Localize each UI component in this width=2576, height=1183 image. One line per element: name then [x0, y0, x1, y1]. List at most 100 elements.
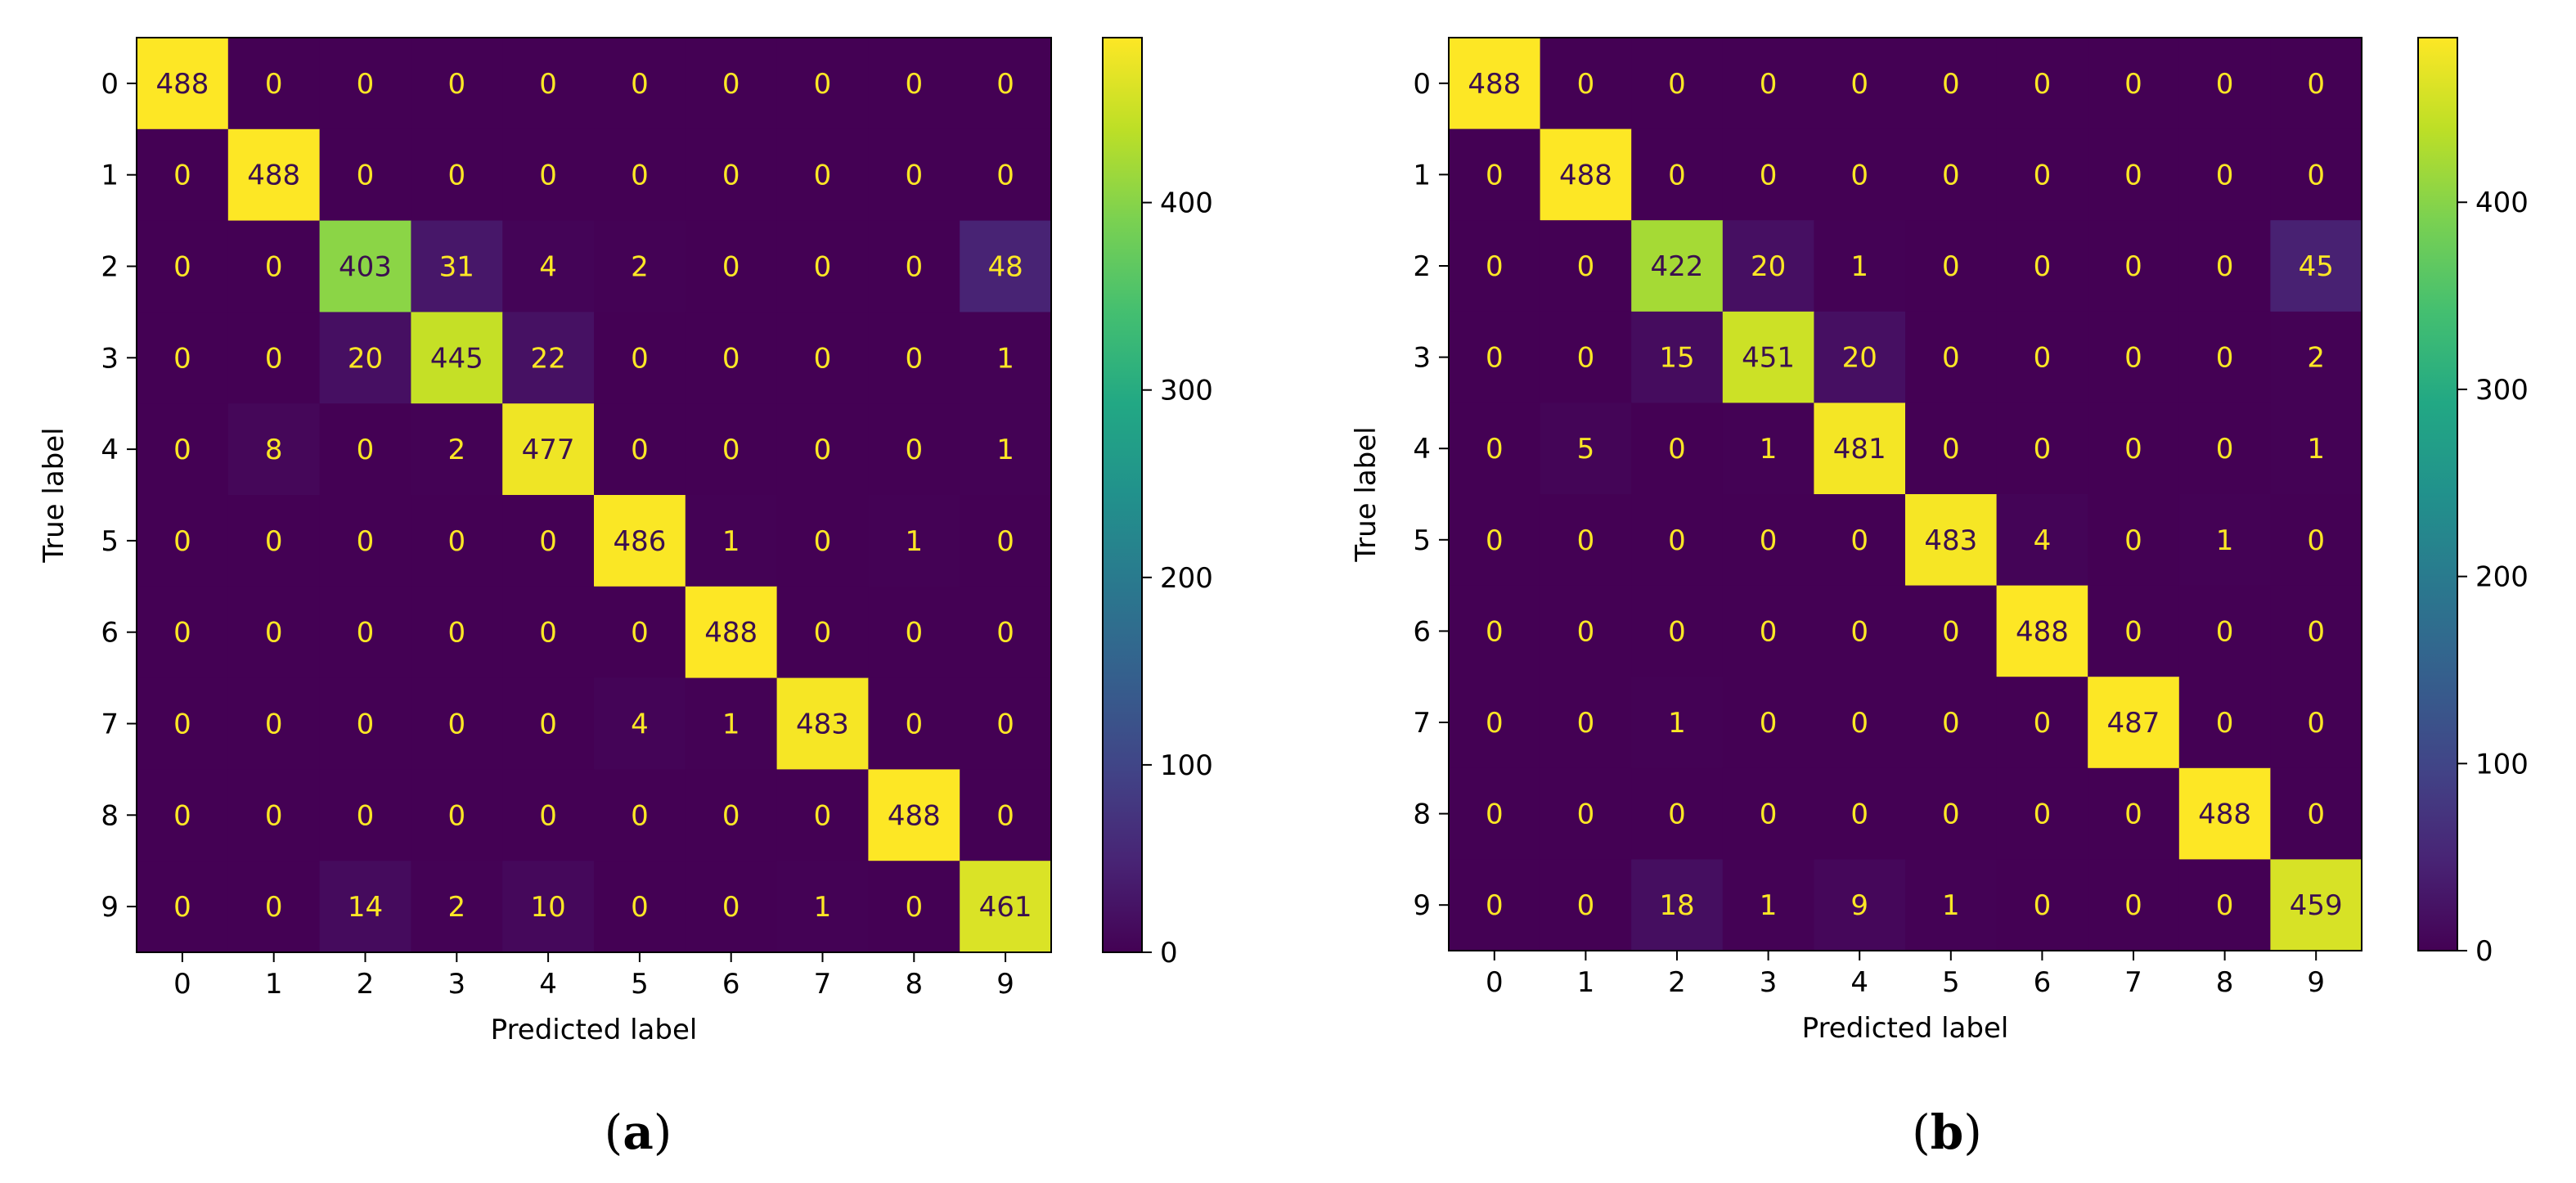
cell-value-label: 0 [1577, 524, 1595, 557]
x-tick-label: 5 [631, 968, 649, 1001]
heatmap-cell [2178, 677, 2271, 769]
cell-value-label: 488 [2198, 798, 2251, 831]
heatmap-cell [2088, 494, 2180, 587]
cell-value-label: 0 [357, 708, 375, 741]
heatmap-cell [319, 495, 411, 587]
heatmap-cell [594, 495, 686, 587]
cell-value-label: 0 [631, 434, 649, 466]
cell-value-label: 0 [265, 342, 283, 375]
heatmap-cell [137, 403, 229, 496]
heatmap-cell [1540, 859, 1632, 951]
cell-value-label: 0 [2034, 250, 2052, 283]
cell-value-label: 445 [430, 342, 483, 375]
heatmap-cell [776, 403, 869, 496]
cell-value-label: 0 [1486, 342, 1504, 375]
cell-value-label: 0 [814, 251, 832, 284]
cell-value-label: 488 [1468, 68, 1521, 101]
heatmap-cell [960, 403, 1052, 496]
heatmap-cell [411, 861, 503, 953]
cell-value-label: 1 [1942, 889, 1960, 922]
cell-value-label: 0 [173, 251, 191, 284]
cell-value-label: 4 [2034, 524, 2052, 557]
heatmap-cell [319, 38, 411, 130]
heatmap-cell [1540, 585, 1632, 677]
y-tick-label: 7 [101, 708, 119, 741]
heatmap-cell [1814, 494, 1906, 587]
heatmap-cell [411, 586, 503, 679]
heatmap-cell [2178, 767, 2271, 860]
x-tick-label: 4 [1850, 966, 1868, 999]
confusion-matrix-panel-b: 488 0 0 0 0 0 0 0 0 00 488 0 0 0 0 0 0 0 00 0 422 20 1 0 0 0 0 450 0… [1350, 37, 2529, 1160]
heatmap-cell [1631, 859, 1724, 951]
cell-value-label: 0 [2307, 798, 2325, 831]
cell-value-label: 0 [2124, 250, 2142, 283]
cell-value-label: 0 [1486, 889, 1504, 922]
heatmap-cell [685, 38, 778, 130]
cell-value-label: 0 [1760, 615, 1778, 648]
heatmap-cell [1814, 677, 1906, 769]
cell-value-label: 0 [722, 68, 740, 101]
heatmap-cell [227, 403, 321, 496]
heatmap-cell [411, 495, 503, 587]
heatmap-cell [594, 677, 686, 770]
cell-value-label: 0 [2034, 889, 2052, 922]
cell-value-label: 10 [530, 891, 565, 924]
cell-value-label: 0 [905, 160, 923, 192]
heatmap-cell [1996, 128, 2088, 221]
heatmap-cell [2088, 311, 2180, 403]
heatmap-cell [2270, 220, 2362, 313]
heatmap-cell [227, 312, 321, 404]
heatmap-cell [776, 769, 869, 861]
heatmap-cell [594, 861, 686, 953]
panel-label: (b) [1912, 1104, 1982, 1160]
heatmap-cell [685, 220, 778, 313]
x-tick-label: 2 [1668, 966, 1686, 999]
heatmap-cell [319, 312, 411, 404]
heatmap-cell [137, 495, 229, 587]
heatmap-cell [1722, 128, 1814, 221]
cell-value-label: 20 [348, 342, 383, 375]
cell-value-label: 488 [704, 617, 758, 650]
heatmap-cell [1449, 494, 1541, 587]
cell-value-label: 0 [2216, 68, 2234, 101]
heatmap-cell [2088, 767, 2180, 860]
cell-value-label: 0 [1850, 798, 1868, 831]
heatmap-cell [137, 38, 229, 130]
x-tick-label: 8 [2216, 966, 2234, 999]
cell-value-label: 0 [265, 525, 283, 558]
cell-value-label: 0 [539, 68, 557, 101]
cell-value-label: 0 [722, 342, 740, 375]
cell-value-label: 0 [2034, 707, 2052, 740]
cell-value-label: 0 [1760, 707, 1778, 740]
cell-value-label: 0 [905, 251, 923, 284]
heatmap-cell [2270, 767, 2362, 860]
cell-value-label: 0 [905, 617, 923, 650]
heatmap-cell [1905, 767, 1998, 860]
cell-value-label: 1 [905, 525, 923, 558]
heatmap-cell [227, 128, 321, 222]
cell-value-label: 0 [996, 525, 1014, 558]
heatmap-cell [227, 586, 321, 679]
cell-value-label: 0 [722, 434, 740, 466]
heatmap-cell [1631, 494, 1724, 587]
cell-value-label: 488 [1559, 159, 1612, 191]
heatmap-cell [1631, 585, 1724, 677]
cell-value-label: 0 [814, 617, 832, 650]
cell-value-label: 0 [996, 799, 1014, 832]
heatmap-cell [685, 403, 778, 496]
heatmap-cell [868, 403, 960, 496]
cell-value-label: 0 [1760, 68, 1778, 101]
x-tick-label: 3 [1760, 966, 1778, 999]
y-tick-label: 7 [1413, 707, 1431, 740]
cell-value-label: 0 [814, 342, 832, 375]
heatmap-cell [868, 38, 960, 130]
heatmap-cell [594, 128, 686, 222]
cell-value-label: 0 [539, 160, 557, 192]
cell-value-label: 0 [2307, 68, 2325, 101]
cell-value-label: 0 [1486, 433, 1504, 466]
heatmap-cell [411, 677, 503, 770]
heatmap-cell [2088, 38, 2180, 130]
heatmap-cell [960, 586, 1052, 679]
cell-value-label: 0 [1668, 159, 1686, 191]
cell-value-label: 0 [722, 251, 740, 284]
